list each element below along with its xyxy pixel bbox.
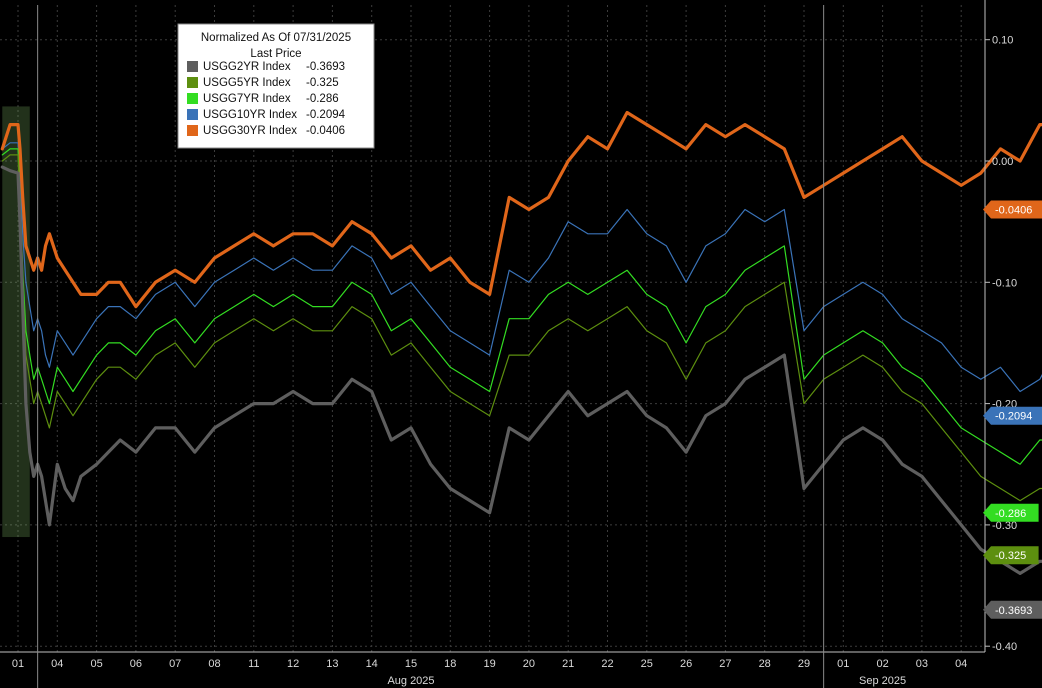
y-tick-label: 0.00 [992,156,1013,168]
legend-box [177,23,375,149]
y-tick-label: -0.10 [992,277,1017,289]
x-tick-label: 01 [837,658,849,670]
legend-swatch [187,77,198,88]
y-tick-label: -0.40 [992,641,1017,653]
x-tick-label: 25 [641,658,653,670]
x-tick-label: 15 [405,658,417,670]
x-tick-label: 13 [326,658,338,670]
series-layer [0,110,1042,576]
x-tick-label: 06 [130,658,142,670]
last-price-tag-usgg10yr: -0.2094 [983,406,1042,425]
last-price-value: -0.3693 [995,605,1032,617]
x-tick-label: 19 [483,658,495,670]
last-price-tag-usgg30yr: -0.0406 [983,200,1042,219]
x-tick-label: 04 [955,658,967,670]
x-tick-label: 02 [876,658,888,670]
grid-layer [0,5,985,652]
last-price-value: -0.2094 [995,411,1032,423]
legend-entry-value: -0.325 [306,77,339,89]
chart-title: Normalized As Of 07/31/2025 [201,32,351,44]
x-month-label: Sep 2025 [859,675,906,687]
x-tick-label: 12 [287,658,299,670]
x-tick-label: 05 [90,658,102,670]
series-line-usgg2yr [0,165,1042,576]
chart-subtitle: Last Price [250,48,301,60]
legend-swatch [187,109,198,120]
x-tick-label: 22 [601,658,613,670]
legend-entry-name: USGG30YR Index [203,125,297,137]
legend-swatch [187,125,198,136]
legend-entry-value: -0.286 [306,93,339,105]
x-tick-label: 20 [523,658,535,670]
last-price-value: -0.0406 [995,205,1032,217]
x-tick-label: 01 [12,658,24,670]
legend-swatch [187,61,198,72]
legend-entry-value: -0.0406 [306,125,345,137]
x-tick-label: 27 [719,658,731,670]
x-tick-label: 07 [169,658,181,670]
last-price-tag-usgg5yr: -0.325 [983,546,1039,565]
last-price-value: -0.286 [995,508,1026,520]
y-tick-label: -0.30 [992,520,1017,532]
x-tick-label: 14 [366,658,378,670]
legend-entry-name: USGG5YR Index [203,77,291,89]
series-line-usgg30yr [0,110,1042,309]
legend-entry-name: USGG7YR Index [203,93,291,105]
x-tick-label: 08 [208,658,220,670]
x-tick-label: 26 [680,658,692,670]
last-price-value: -0.325 [995,550,1026,562]
x-tick-label: 28 [759,658,771,670]
legend-entry-name: USGG10YR Index [203,109,297,121]
series-line-usgg10yr [1,142,1042,393]
x-tick-label: 11 [248,658,259,670]
x-tick-label: 04 [51,658,63,670]
x-tick-label: 03 [916,658,928,670]
y-tick-label: 0.10 [992,35,1013,47]
legend-entry-value: -0.3693 [306,61,345,73]
x-tick-label: 18 [444,658,456,670]
last-price-labels: -0.3693 -0.325 -0.286 -0.2094 -0.0406 [983,200,1042,619]
x-tick-label: 21 [562,658,574,670]
series-line-usgg7yr [1,148,1042,465]
x-tick-label: 29 [798,658,810,670]
x-month-label: Aug 2025 [387,675,434,687]
last-price-tag-usgg7yr: -0.286 [983,503,1039,522]
last-price-tag-usgg2yr: -0.3693 [983,600,1042,619]
legend-swatch [187,93,198,104]
legend-entry-value: -0.2094 [306,109,346,121]
series-line-usgg5yr [1,154,1042,502]
legend-entry-name: USGG2YR Index [203,61,291,73]
